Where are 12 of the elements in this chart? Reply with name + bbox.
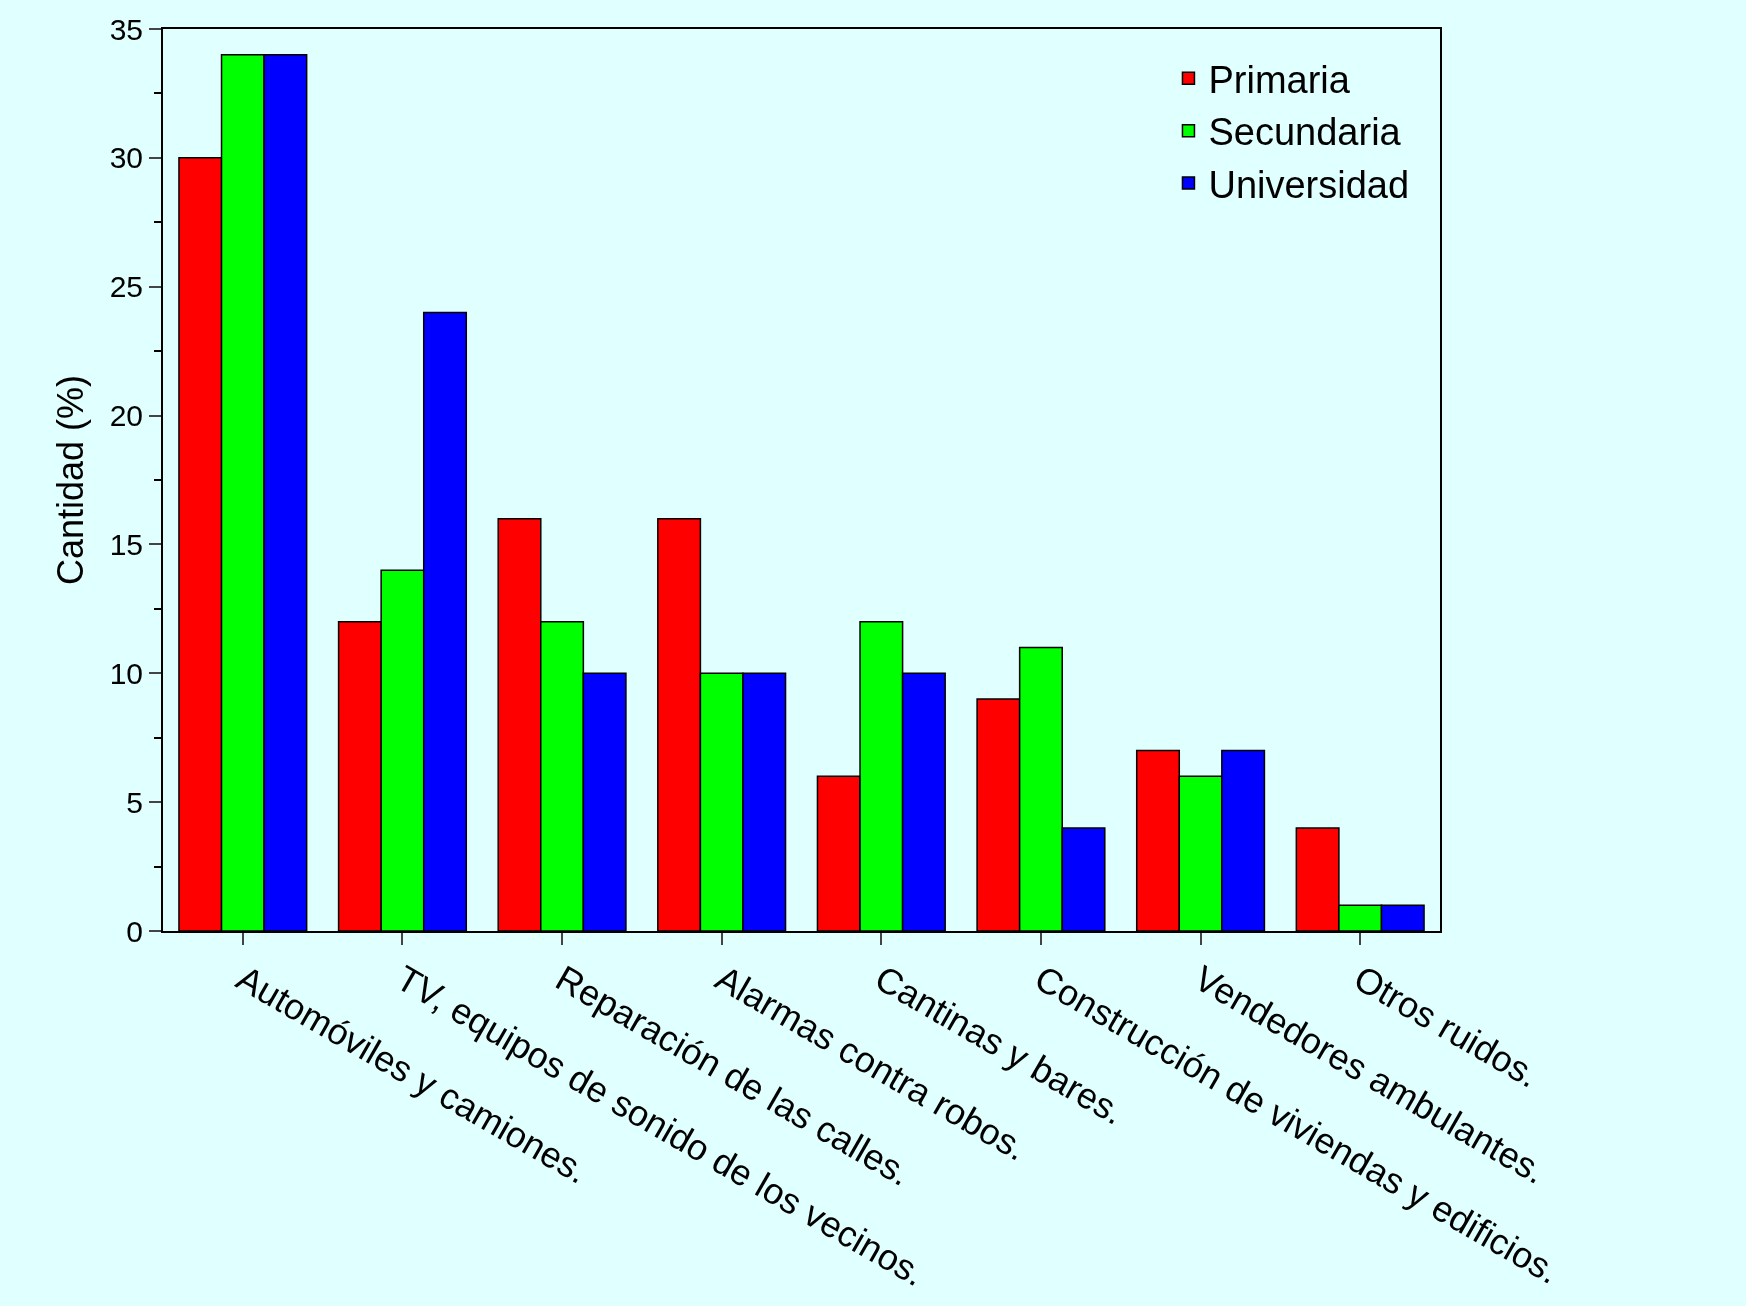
y-axis-title: Cantidad (%) [50,374,92,586]
y-tick-label: 10 [109,656,143,690]
y-tick-label: 15 [109,527,143,561]
y-tick-label: 30 [109,141,143,175]
legend-label: Secundaria [1208,111,1402,154]
y-tick-label: 5 [126,785,143,819]
y-tick-label: 25 [109,270,143,304]
y-tick-label: 35 [109,12,143,46]
legend-label: Universidad [1208,163,1410,206]
y-tick-label: 0 [126,914,143,948]
y-tick-label: 20 [109,399,143,433]
legend-label: Primaria [1208,59,1351,102]
